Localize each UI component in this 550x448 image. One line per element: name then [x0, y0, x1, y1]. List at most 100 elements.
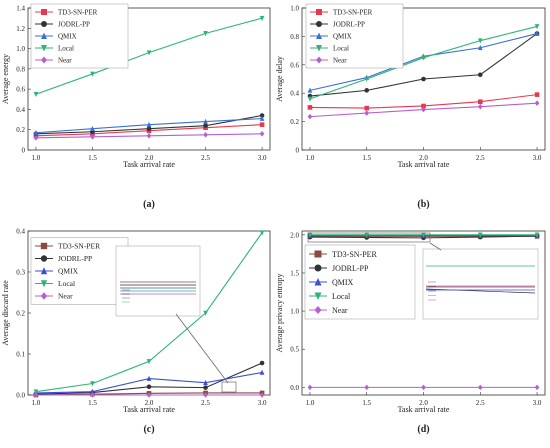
x-axis-label: Task arrival rate	[123, 160, 175, 169]
y-axis-label: Average delay	[275, 56, 284, 102]
data-point	[259, 113, 265, 118]
legend-label: Near	[58, 56, 72, 64]
data-point	[203, 131, 208, 138]
legend-label: QMIX	[333, 32, 352, 40]
data-point	[307, 232, 313, 238]
data-point	[477, 44, 483, 51]
panel-label: (d)	[417, 424, 429, 435]
x-tick-label: 3.0	[258, 154, 267, 162]
y-tick-label: 1.0	[16, 45, 25, 53]
x-tick-label: 1.0	[306, 154, 315, 162]
data-point	[33, 389, 39, 395]
x-tick-label: 1.0	[32, 399, 41, 407]
zoom-region	[307, 232, 431, 243]
legend-label: TD3-SN-PER	[332, 250, 378, 259]
y-tick-label: 1.2	[16, 25, 25, 33]
legend-marker	[41, 21, 47, 27]
chart-panel-3: 1.0 1.5 2.0 2.5 3.0 0.0 0.1 0.2 0.3 0.4 Task arriv…	[1, 228, 271, 435]
legend-label: QMIX	[58, 267, 79, 276]
data-point	[146, 375, 152, 381]
x-tick-label: 1.5	[362, 399, 371, 407]
series-Local	[307, 232, 540, 238]
y-tick-label: 2.0	[290, 231, 299, 239]
legend-marker	[41, 32, 47, 39]
x-tick-label: 1.0	[306, 399, 315, 407]
x-tick-label: 2.0	[419, 154, 428, 162]
y-tick-label: 0.4	[290, 90, 299, 98]
x-tick-label: 1.0	[32, 154, 41, 162]
data-point	[259, 115, 265, 121]
legend: TD3-SN-PER JODRL-PP QMIX Local Near	[30, 237, 129, 305]
chart-panel-2: 1.0 1.5 2.0 2.5 3.0 0 0.2 0.4 0.6 0.8 1.0 Task arri…	[275, 3, 546, 210]
y-tick-label: 0.4	[16, 106, 25, 114]
legend-marker	[314, 264, 322, 272]
y-tick-label: 0.0	[16, 392, 25, 400]
legend-marker	[314, 306, 322, 314]
data-point	[307, 105, 313, 110]
data-point	[146, 126, 152, 131]
x-tick-label: 1.5	[88, 154, 97, 162]
data-point	[534, 24, 540, 30]
zoom-region	[221, 381, 237, 393]
data-point	[307, 87, 313, 93]
data-point	[421, 55, 426, 61]
data-point	[146, 133, 152, 139]
data-point	[421, 384, 426, 391]
data-point	[203, 31, 208, 37]
chart-panel-1: 1.0 1.5 2.0 2.5 3.0 0 0.2 0.4 0.6 0.8 1.0 1.2 1.4 Tas…	[1, 3, 271, 210]
y-tick-label: 0.6	[290, 61, 299, 69]
data-point	[364, 232, 370, 238]
legend: TD3-SN-PER JODRL-PP QMIX Local Near	[304, 244, 416, 320]
x-tick-label: 2.5	[476, 154, 485, 162]
series-QMIX	[33, 115, 265, 136]
y-tick-label: 0.8	[290, 33, 299, 41]
y-tick-label: 1.0	[290, 5, 299, 13]
data-point	[477, 72, 483, 78]
data-point	[259, 122, 265, 127]
y-tick-label: 0.6	[16, 86, 25, 94]
legend: TD3-SN-PER JODRL-PP QMIX Local Near	[305, 3, 404, 69]
data-point	[534, 232, 540, 238]
series-Near	[33, 130, 265, 141]
legend-label: JODRL-PP	[333, 20, 365, 28]
legend-label: JODRL-PP	[58, 20, 90, 28]
series-Local	[33, 230, 265, 395]
series-JODRL-PP	[33, 113, 265, 137]
zoom-arrow	[429, 242, 442, 251]
y-tick-label: 0.2	[16, 126, 25, 134]
legend-marker	[41, 56, 47, 64]
legend-marker	[314, 250, 322, 258]
series-Near	[33, 392, 265, 398]
legend: TD3-SN-PER JODRL-PP QMIX Local Near	[30, 3, 129, 69]
data-point	[421, 106, 426, 113]
y-tick-label: 0.4	[16, 228, 25, 236]
data-point	[259, 392, 265, 398]
x-tick-label: 2.5	[476, 399, 485, 407]
data-point	[90, 392, 95, 398]
data-point	[90, 125, 95, 131]
legend-marker	[314, 292, 322, 300]
y-tick-label: 0.8	[16, 65, 25, 73]
data-point	[477, 103, 483, 110]
data-point	[33, 91, 39, 98]
y-axis-label: Average discard rate	[1, 280, 10, 346]
data-point	[259, 15, 265, 21]
panel-label: (a)	[143, 199, 155, 210]
y-tick-label: 0	[22, 147, 26, 155]
inset-panel-d	[307, 232, 539, 320]
x-tick-label: 3.0	[533, 399, 542, 407]
x-tick-label: 1.5	[88, 399, 97, 407]
data-point	[90, 381, 95, 387]
legend-label: Near	[332, 306, 348, 315]
legend-label: QMIX	[332, 278, 354, 287]
data-point	[146, 121, 152, 127]
data-point	[90, 134, 95, 140]
data-point	[307, 113, 313, 120]
legend-label: TD3-SN-PER	[333, 8, 373, 16]
legend-marker	[40, 267, 48, 275]
y-tick-label: 0.3	[16, 269, 25, 277]
legend-marker	[314, 278, 322, 286]
panel-label: (b)	[417, 199, 429, 210]
inset-panel-c	[115, 245, 237, 393]
